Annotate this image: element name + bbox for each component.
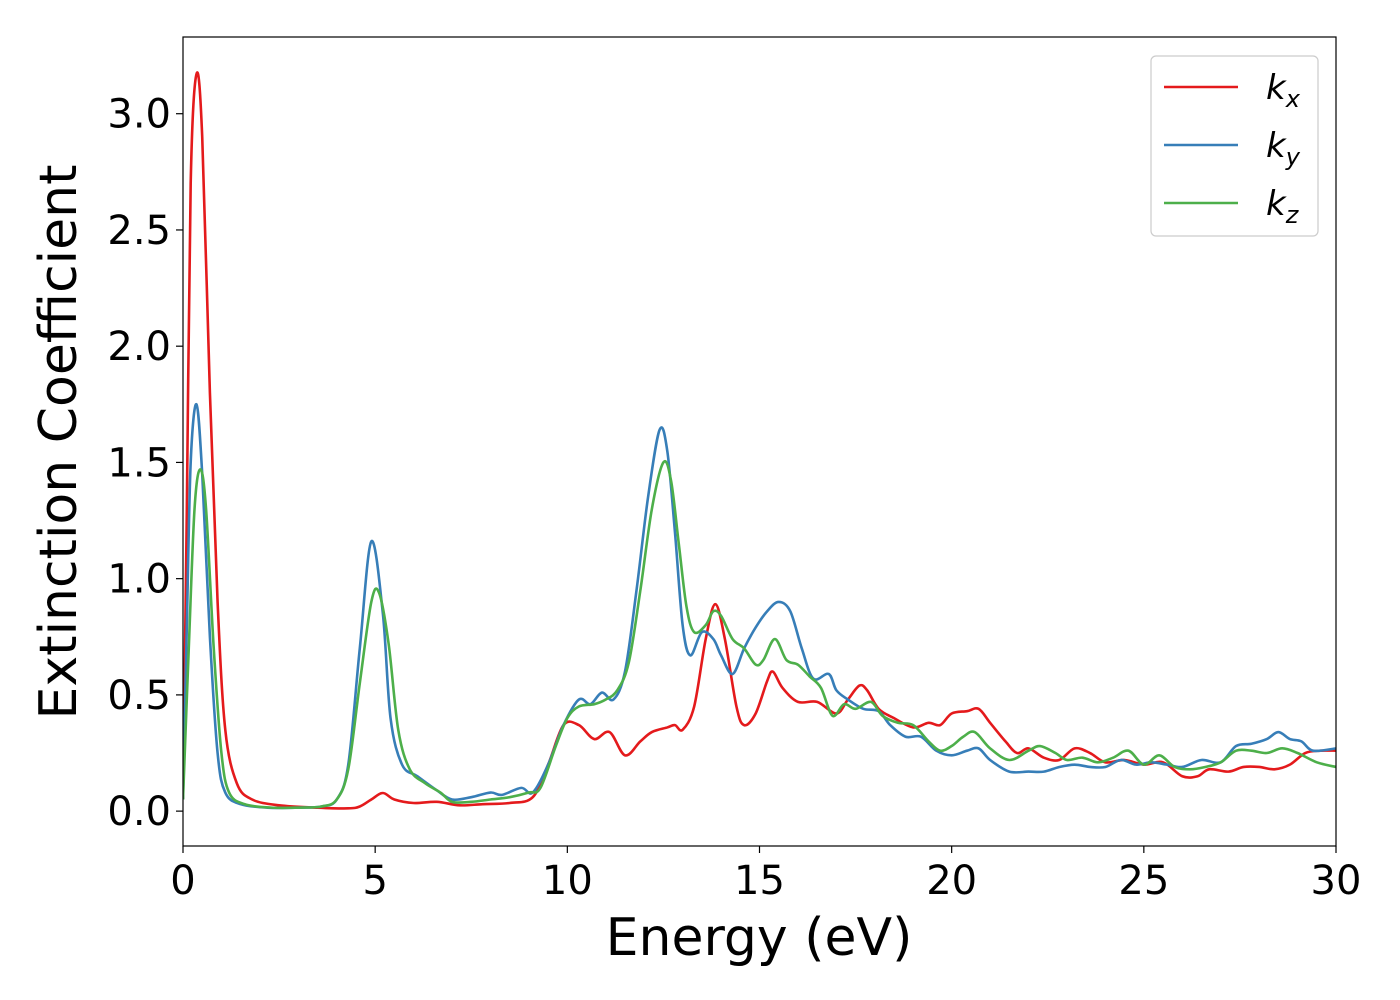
y-tick-label: 1.5 [107, 440, 171, 486]
y-tick-label: 0.0 [107, 789, 171, 835]
x-tick-label: 10 [542, 858, 593, 904]
legend-label-z: kz [1266, 184, 1300, 229]
x-axis-title: Energy (eV) [606, 908, 913, 968]
series-line-y [183, 402, 1336, 810]
series-line-z [183, 460, 1336, 810]
legend-label-x: kx [1266, 68, 1301, 113]
legend-label-y: ky [1266, 126, 1301, 171]
y-tick-label: 1.0 [107, 557, 171, 603]
y-axis-title: Extinction Coefficient [29, 165, 89, 720]
y-tick-label: 0.5 [107, 673, 171, 719]
series-layer [183, 71, 1336, 810]
x-tick-label: 30 [1311, 858, 1362, 904]
x-tick-label: 15 [734, 858, 785, 904]
legend: kx ky kz [1150, 55, 1319, 237]
series-line-x [183, 71, 1336, 810]
x-tick-label: 5 [362, 858, 387, 904]
y-tick-label: 2.5 [107, 208, 171, 254]
y-tick-label: 3.0 [107, 92, 171, 138]
axes-layer: 0 5 10 15 20 25 30 0.0 0.5 1.0 1.5 2.0 2.5 3.0 [107, 36, 1362, 904]
y-tick-label: 2.0 [107, 324, 171, 370]
x-tick-label: 0 [170, 858, 195, 904]
x-tick-label: 20 [926, 858, 977, 904]
x-tick-label: 25 [1118, 858, 1169, 904]
